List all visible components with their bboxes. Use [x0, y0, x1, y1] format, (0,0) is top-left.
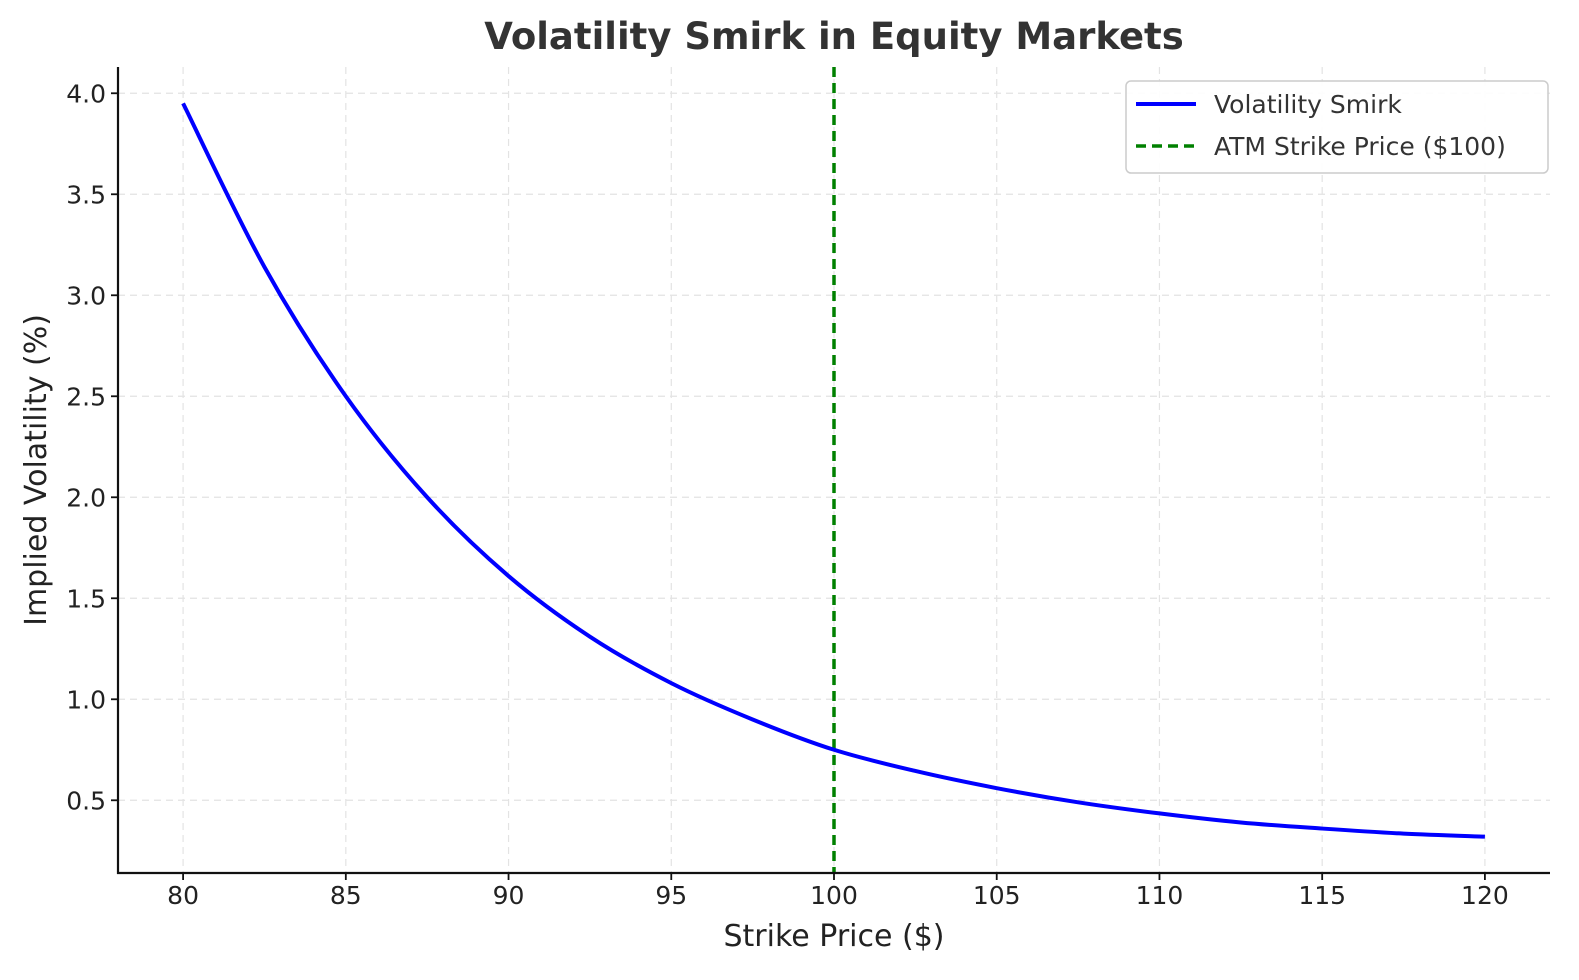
y-tick-label: 3.5	[66, 180, 106, 209]
x-tick-label: 115	[1298, 881, 1346, 910]
legend: Volatility Smirk ATM Strike Price ($100)	[1125, 80, 1549, 174]
legend-label-atm-strike: ATM Strike Price ($100)	[1214, 132, 1506, 161]
chart-title: Volatility Smirk in Equity Markets	[484, 15, 1184, 58]
x-tick-label: 110	[1136, 881, 1184, 910]
x-tick-label: 120	[1461, 881, 1509, 910]
y-tick-label: 3.0	[66, 281, 106, 310]
x-tick-label: 90	[493, 881, 525, 910]
x-tick-label: 100	[810, 881, 858, 910]
legend-frame	[1125, 80, 1549, 174]
y-axis-label: Implied Volatility (%)	[19, 314, 54, 626]
y-tick-label: 2.5	[66, 382, 106, 411]
y-ticks: 0.5 1.0 1.5 2.0 2.5 3.0 3.5 4.0	[66, 79, 118, 815]
x-axis-label: Strike Price ($)	[724, 919, 945, 954]
x-tick-label: 85	[330, 881, 362, 910]
x-tick-label: 95	[655, 881, 687, 910]
series-line-volatility-smirk	[181, 102, 1485, 839]
y-tick-label: 2.0	[66, 483, 106, 512]
legend-label-volatility-smirk: Volatility Smirk	[1214, 90, 1402, 119]
y-tick-label: 0.5	[66, 786, 106, 815]
y-tick-label: 1.0	[66, 685, 106, 714]
x-tick-label: 80	[167, 881, 199, 910]
x-tick-label: 105	[973, 881, 1021, 910]
y-tick-label: 1.5	[66, 584, 106, 613]
series-lines	[181, 102, 1485, 839]
y-tick-label: 4.0	[66, 79, 106, 108]
x-ticks: 80 85 90 95 100 105 110 115 120	[167, 873, 1509, 910]
